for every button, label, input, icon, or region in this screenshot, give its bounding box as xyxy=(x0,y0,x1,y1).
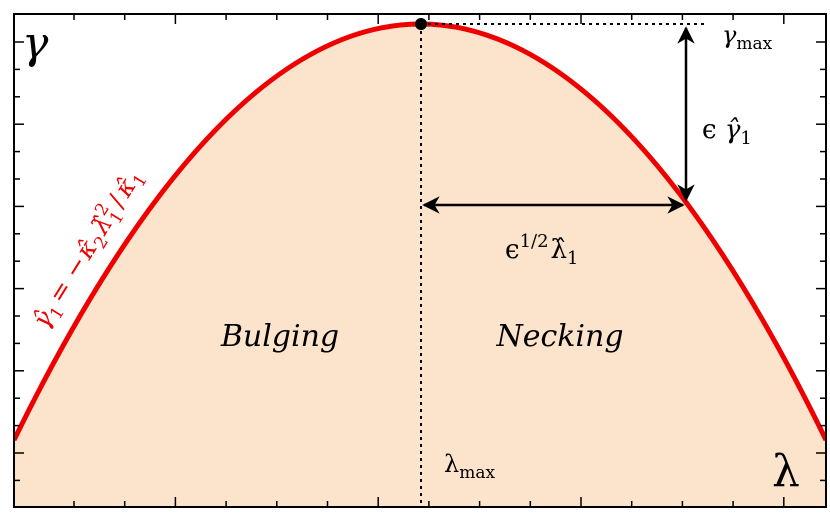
prefix: ϵ xyxy=(505,235,520,265)
subscript: max xyxy=(459,463,495,483)
prefix: ϵ xyxy=(702,115,717,145)
delta-lambda-label: ϵ1/2λ̂1 xyxy=(505,231,578,269)
subscript: 1 xyxy=(740,128,751,149)
subscript: 1 xyxy=(567,248,578,269)
peak-point xyxy=(415,18,427,30)
region-fill xyxy=(14,24,826,507)
lambda-max-label: λmax xyxy=(444,450,495,483)
y-axis-label: γ xyxy=(22,18,49,69)
symbol: γ̂ xyxy=(725,115,741,145)
region-label: Necking xyxy=(495,319,623,354)
superscript: 1/2 xyxy=(520,231,549,252)
symbol: γ xyxy=(722,21,737,49)
subscript: max xyxy=(736,34,772,54)
gamma-max-label: γmax xyxy=(722,21,773,54)
symbol: λ̂ xyxy=(551,235,567,265)
delta-gamma-label: ϵ γ̂1 xyxy=(702,115,752,149)
symbol: λ xyxy=(444,450,459,478)
region-label: Bulging xyxy=(220,319,339,354)
frame xyxy=(13,13,827,508)
x-axis-label: λ xyxy=(772,446,800,497)
